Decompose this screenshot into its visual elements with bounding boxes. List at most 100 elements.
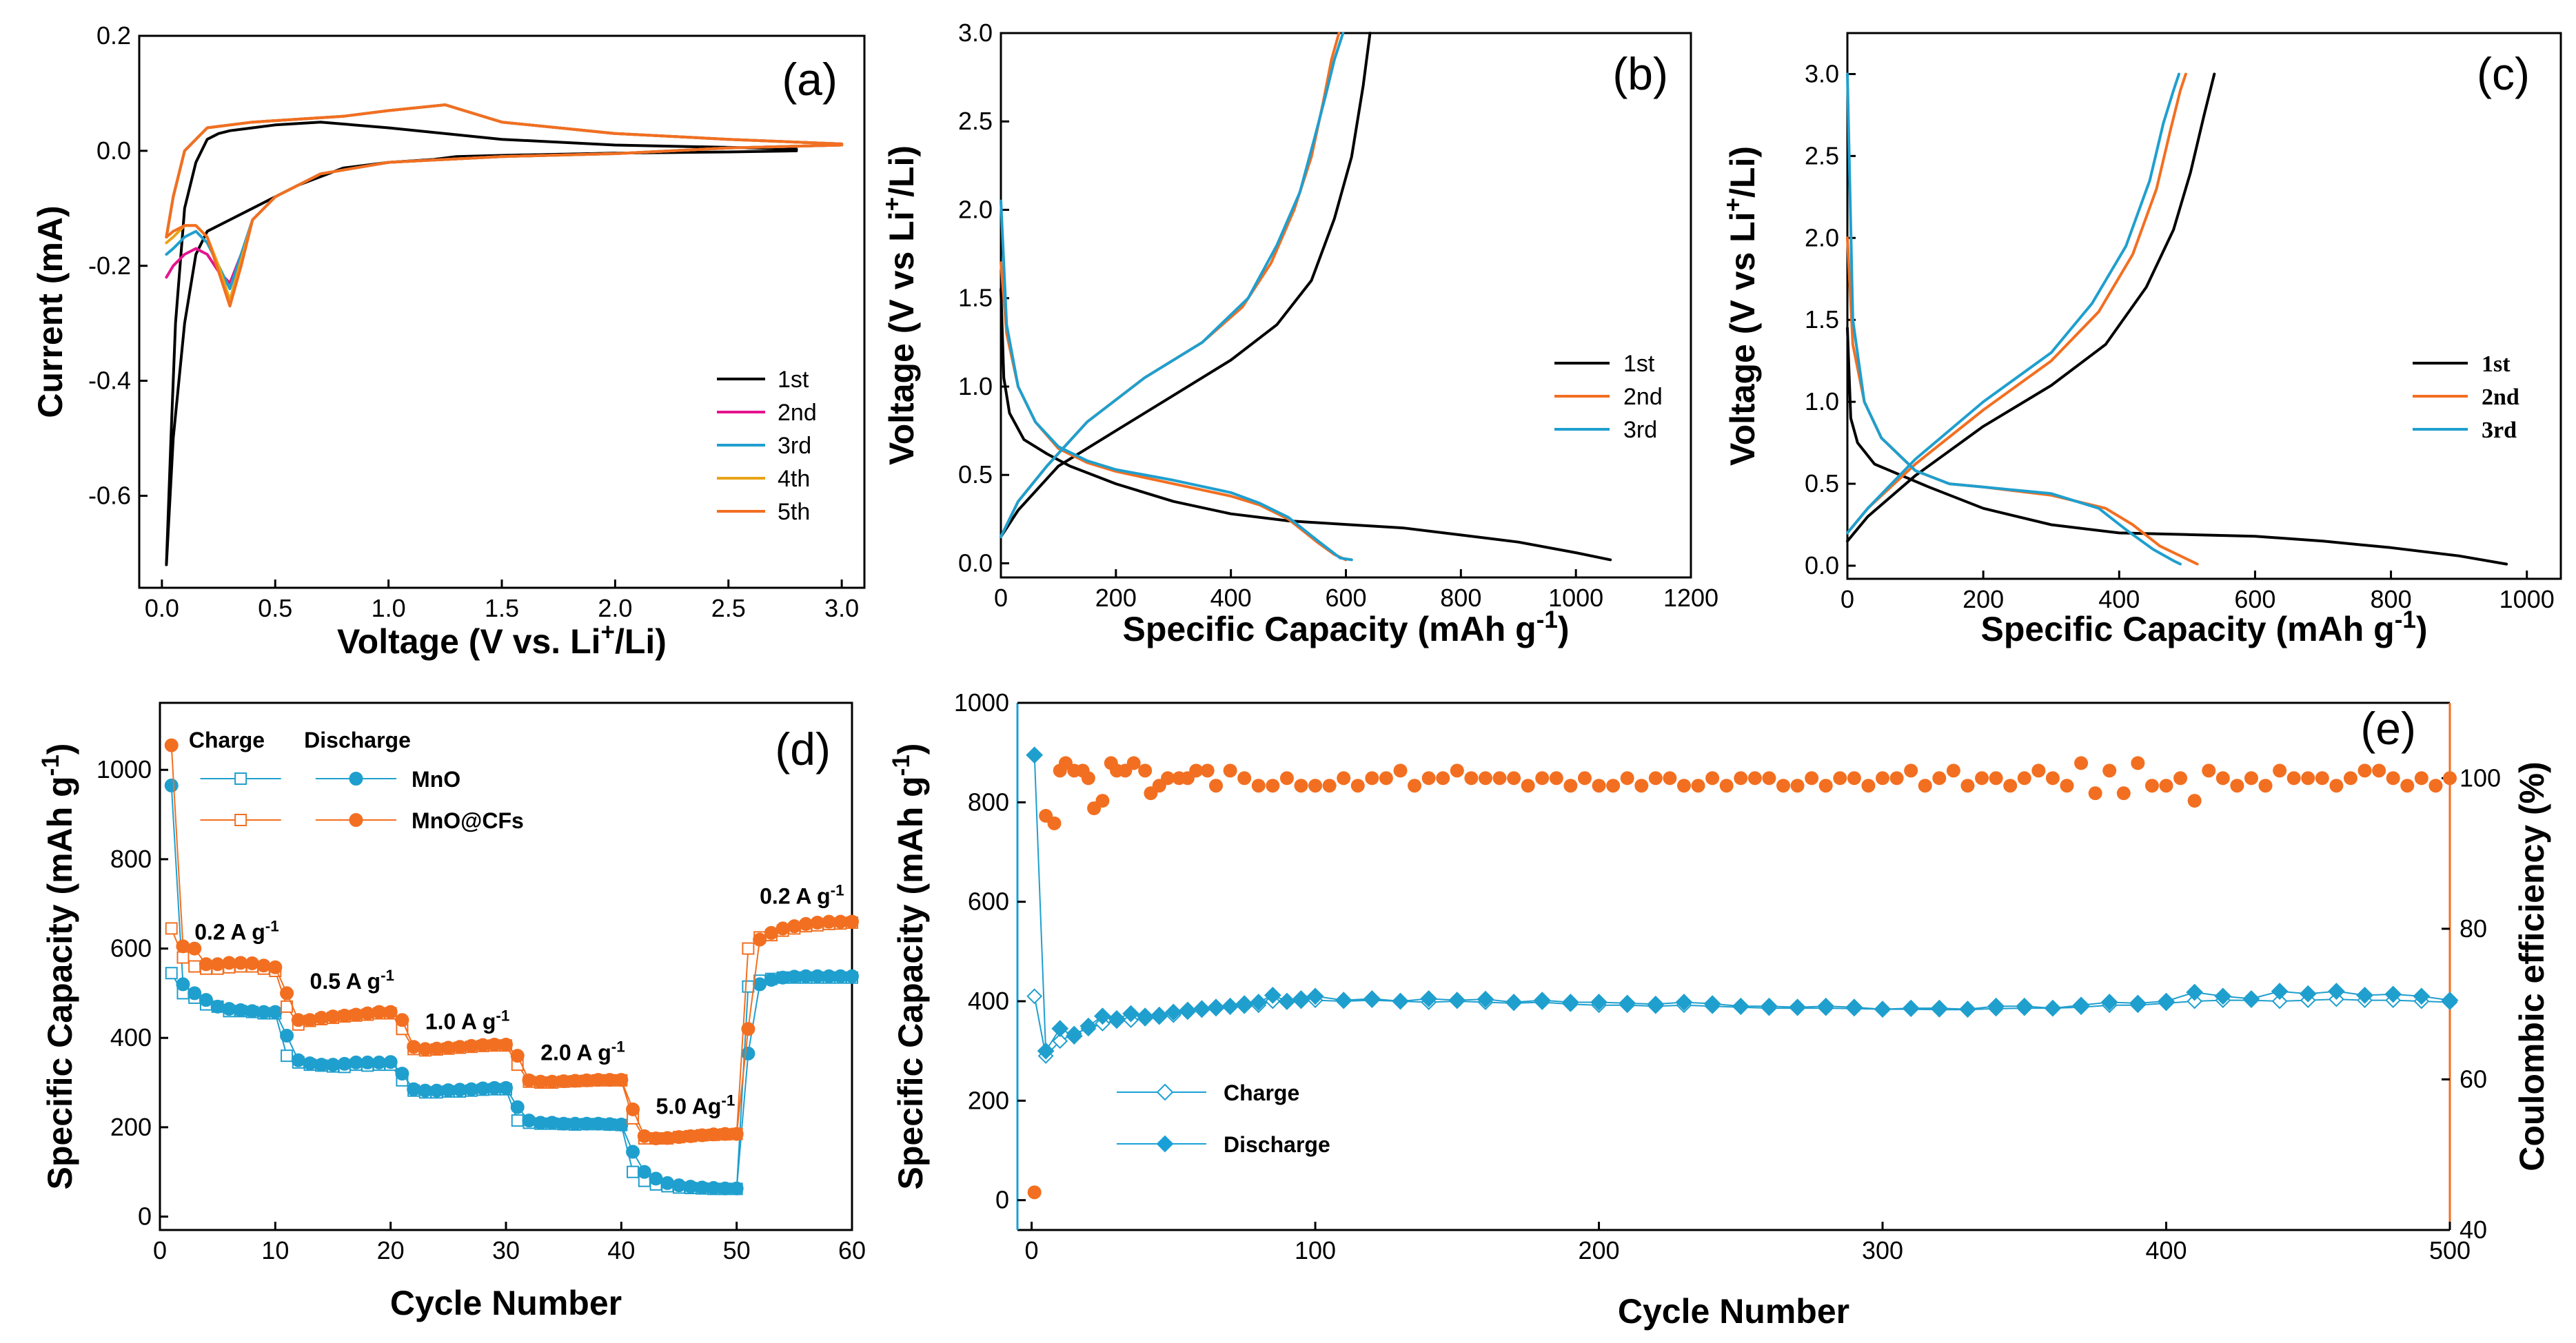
efficiency-point — [1450, 763, 1464, 778]
rate-point — [256, 958, 271, 973]
rate-point — [326, 1058, 340, 1072]
rate-point — [764, 972, 778, 987]
y-tick-label: 2.5 — [1805, 141, 1839, 170]
rate-point — [718, 1127, 732, 1141]
rate-point — [626, 1102, 640, 1116]
discharge-point — [1505, 994, 1523, 1011]
efficiency-point — [1549, 771, 1563, 786]
y-axis-label-right: Coulombic efficiency (%) — [2513, 761, 2551, 1171]
rate-point — [775, 921, 790, 936]
rate-point — [234, 956, 248, 970]
efficiency-point — [1478, 771, 1492, 786]
y-tick-label: 100 — [2460, 763, 2501, 792]
rate-point — [741, 1022, 755, 1036]
y-tick-label: 600 — [968, 888, 1009, 916]
rate-point — [718, 1181, 732, 1196]
legend-label: 3rd — [778, 433, 811, 459]
rate-point — [822, 914, 836, 929]
efficiency-point — [1279, 771, 1294, 786]
rate-point — [280, 1028, 294, 1043]
y-axis-label: Voltage (V vs Li+/Li) — [1720, 146, 1763, 466]
rate-point — [787, 919, 802, 934]
discharge-point — [1037, 1042, 1055, 1060]
rate-label-part: 2.0 A g — [540, 1040, 611, 1065]
x-axis-label-part: ) — [1558, 610, 1570, 648]
discharge-point — [2384, 985, 2402, 1003]
rate-point — [568, 1074, 582, 1088]
rate-label-part: -1 — [611, 1038, 625, 1055]
rate-point — [660, 1131, 675, 1145]
plot-frame — [1846, 32, 2562, 580]
rate-point — [511, 1114, 524, 1127]
rate-point — [672, 1178, 686, 1193]
charge-point — [2271, 993, 2288, 1009]
discharge-point — [2214, 987, 2232, 1005]
efficiency-point — [1918, 779, 1932, 793]
rate-point — [464, 1082, 478, 1096]
y-tick-label: 0.0 — [958, 549, 993, 577]
efficiency-point — [1492, 771, 1507, 786]
panel-a: 0.0 0.5 1.0 1.5 2.0 2.5 3.0 0.2 0.0 -0.2 -0.4 -0.6 (… — [31, 21, 866, 661]
x-axis-label: Cycle Number — [390, 1284, 622, 1322]
rate-point — [810, 969, 824, 983]
x-tick-label: 10 — [261, 1236, 289, 1264]
efficiency-point — [1095, 794, 1110, 808]
efficiency-point — [1691, 779, 1705, 793]
efficiency-point — [2372, 763, 2386, 778]
discharge-point — [1108, 1009, 1126, 1027]
discharge-point — [1902, 999, 1920, 1017]
y-tick-label: 600 — [110, 934, 152, 963]
efficiency-point — [2414, 771, 2428, 786]
y-axis-label-left-part: -1 — [888, 755, 915, 776]
discharge-point — [2186, 983, 2204, 1001]
discharge-point — [1392, 992, 1409, 1010]
rate-point — [729, 1181, 744, 1196]
y-tick-label: 40 — [2460, 1216, 2487, 1244]
rate-point — [822, 969, 836, 983]
discharge-point — [2327, 983, 2345, 1000]
panel-label: (d) — [775, 724, 831, 775]
efficiency-point — [1946, 763, 1960, 778]
efficiency-point — [1592, 779, 1606, 793]
discharge-point — [2158, 992, 2175, 1010]
discharge-point — [1250, 994, 1268, 1011]
y-tick-label: 0.0 — [97, 136, 131, 165]
panel-b: 0 200 400 600 800 1000 1200 0.0 0.5 1.0 1.5 2.0 2.5 3… — [879, 19, 1719, 648]
rate-point — [464, 1038, 478, 1053]
y-axis-label-part: + — [879, 197, 906, 211]
y-axis-label-part: /Li) — [1723, 146, 1762, 198]
efficiency-point — [1138, 763, 1153, 778]
x-tick-label: 1000 — [1548, 584, 1603, 612]
efficiency-point — [1734, 771, 1748, 786]
rate-point — [683, 1129, 698, 1143]
efficiency-point — [1337, 771, 1351, 786]
discharge-point — [1477, 990, 1494, 1008]
x-tick-label: 200 — [1963, 585, 2004, 613]
discharge-point — [1732, 997, 1750, 1015]
discharge-point — [1164, 1003, 1182, 1021]
charge-curve-3rd — [1846, 72, 2180, 535]
efficiency-point — [1747, 771, 1762, 786]
efficiency-point — [1904, 763, 1918, 778]
x-axis-label-part: Voltage (V vs. Li — [337, 622, 601, 661]
rate-label-part: -1 — [265, 917, 279, 934]
discharge-point — [1448, 992, 1466, 1009]
y-tick-label: 0 — [995, 1186, 1009, 1214]
discharge-point — [2271, 983, 2289, 1000]
panel-label: (c) — [2477, 48, 2530, 99]
efficiency-point — [1521, 779, 1535, 793]
rate-point — [291, 1013, 305, 1027]
rate-point — [245, 1004, 259, 1018]
y-tick-label: 80 — [2460, 914, 2487, 943]
x-tick-label: 50 — [723, 1236, 751, 1264]
panel-c: 0 200 400 600 800 1000 0.0 0.5 1.0 1.5 2.0 2.5 3.0 (c… — [1720, 32, 2562, 648]
efficiency-point — [2258, 779, 2273, 793]
legend-label: 1st — [778, 367, 809, 393]
rate-point — [742, 942, 755, 955]
discharge-point — [1065, 1027, 1083, 1045]
rate-point — [337, 1056, 352, 1071]
rate-point — [407, 1082, 421, 1096]
rate-point — [534, 1074, 548, 1089]
rate-point — [314, 1011, 329, 1025]
y-axis-label-part: Specific Capacity (mAh g — [41, 776, 79, 1189]
